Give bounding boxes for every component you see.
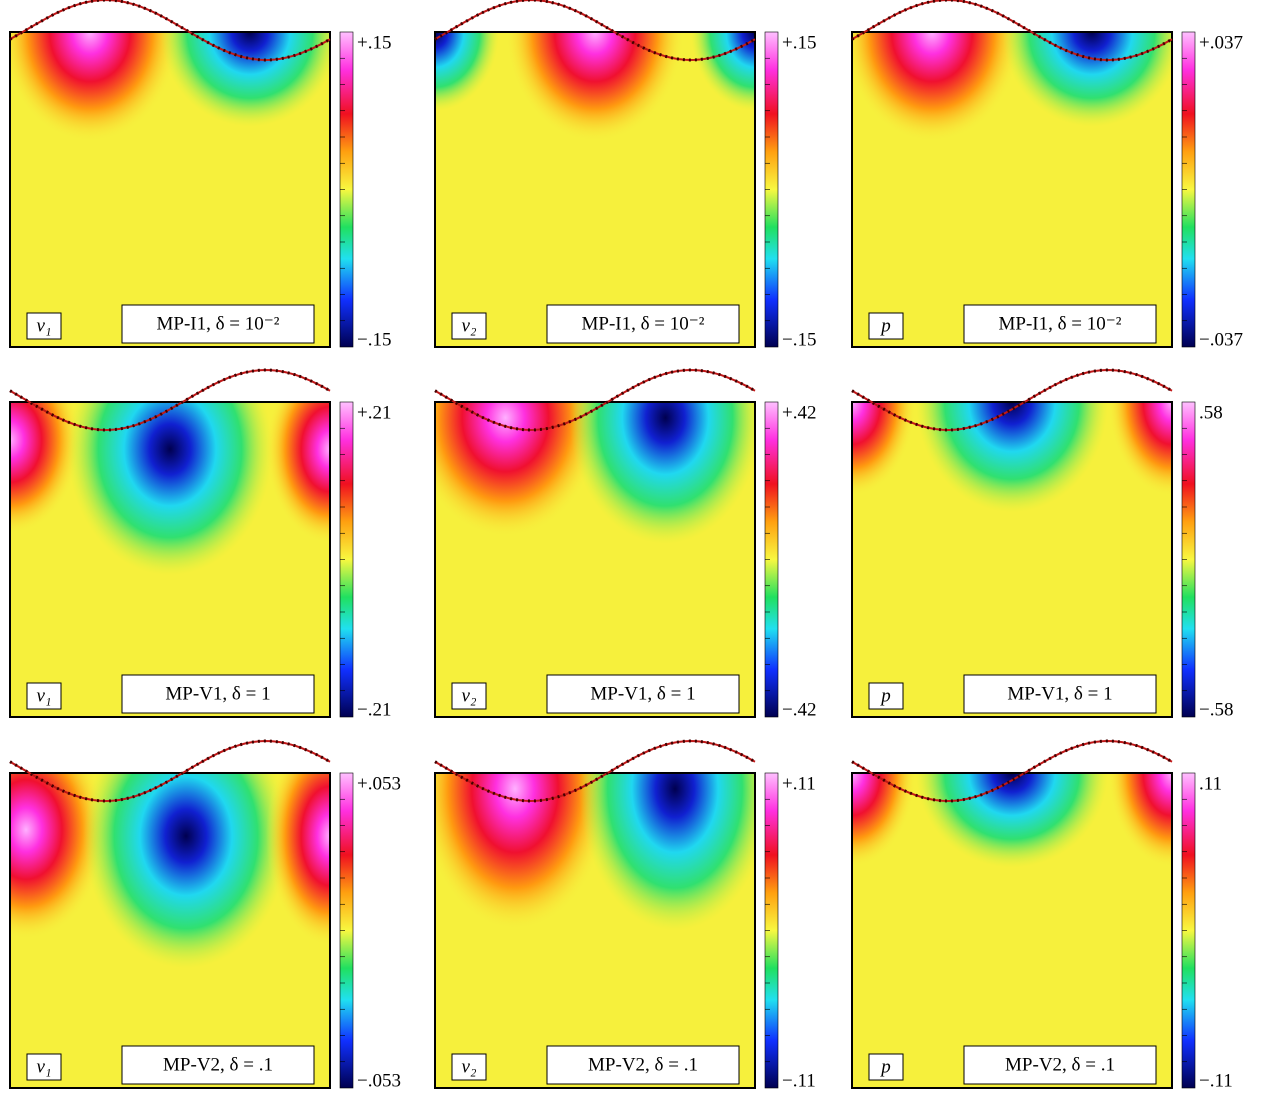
colorbar-max-label: +.42 bbox=[782, 402, 816, 423]
field-label: v₂ bbox=[461, 685, 476, 706]
field bbox=[842, 0, 1181, 347]
field bbox=[409, 292, 761, 717]
field-label: p bbox=[879, 315, 891, 336]
colorbar-min-label: −.037 bbox=[1199, 329, 1243, 350]
colorbar-max-label: +.15 bbox=[357, 32, 391, 53]
field-label: v₂ bbox=[461, 315, 476, 336]
figure: v₁ MP-I1, δ = 10⁻² +.15 −.15 v₂ MP-I1, δ = 10… bbox=[0, 0, 1278, 1105]
method-label: MP-V1, δ = 1 bbox=[590, 683, 695, 704]
colorbar-max-label: +.11 bbox=[782, 773, 816, 794]
panel: v₂ MP-I1, δ = 10⁻² +.15 −.15 bbox=[371, 0, 819, 350]
field bbox=[788, 292, 1236, 717]
colorbar-min-label: −.11 bbox=[1199, 1070, 1233, 1091]
field-label: v₂ bbox=[461, 1056, 476, 1077]
colorbar-min-label: −.42 bbox=[782, 699, 816, 720]
colorbar-min-label: −.11 bbox=[782, 1070, 816, 1091]
colorbar-max-label: +.15 bbox=[782, 32, 816, 53]
field bbox=[788, 679, 1236, 1089]
field-label: p bbox=[879, 1056, 891, 1077]
method-label: MP-I1, δ = 10⁻² bbox=[156, 313, 279, 334]
method-label: MP-I1, δ = 10⁻² bbox=[581, 313, 704, 334]
colorbar-max-label: .11 bbox=[1199, 773, 1222, 794]
field-lobe bbox=[84, 704, 289, 969]
colorbar-min-label: −.15 bbox=[782, 329, 816, 350]
method-label: MP-V1, δ = 1 bbox=[165, 683, 270, 704]
panel: p MP-I1, δ = 10⁻² +.037 −.037 bbox=[842, 0, 1243, 350]
method-label: MP-I1, δ = 10⁻² bbox=[998, 313, 1121, 334]
panel: v₁ MP-V1, δ = 1 +.21 −.21 bbox=[0, 323, 394, 720]
colorbar-min-label: −.21 bbox=[357, 699, 391, 720]
method-label: MP-V2, δ = .1 bbox=[1005, 1054, 1115, 1075]
panel: v₁ MP-I1, δ = 10⁻² +.15 −.15 bbox=[0, 0, 391, 350]
colorbar-max-label: +.053 bbox=[357, 773, 401, 794]
panel: v₂ MP-V1, δ = 1 +.42 −.42 bbox=[409, 292, 816, 721]
field bbox=[371, 0, 819, 347]
method-label: MP-V2, δ = .1 bbox=[588, 1054, 698, 1075]
field bbox=[0, 704, 394, 1088]
field-lobe bbox=[68, 323, 273, 575]
field-label: v₁ bbox=[36, 315, 51, 336]
panel: p MP-V2, δ = .1 .11 −.11 bbox=[788, 679, 1236, 1092]
colorbar-min-label: −.58 bbox=[1199, 699, 1233, 720]
method-label: MP-V1, δ = 1 bbox=[1007, 683, 1112, 704]
field-label: v₁ bbox=[36, 685, 51, 706]
colorbar-min-label: −.053 bbox=[357, 1070, 401, 1091]
colorbar-max-label: .58 bbox=[1199, 402, 1223, 423]
field-label: p bbox=[879, 685, 891, 706]
field bbox=[0, 323, 394, 717]
panel: v₁ MP-V2, δ = .1 +.053 −.053 bbox=[0, 704, 401, 1092]
colorbar-max-label: +.037 bbox=[1199, 32, 1243, 53]
field bbox=[0, 0, 339, 347]
panel: p MP-V1, δ = 1 .58 −.58 bbox=[788, 292, 1236, 721]
method-label: MP-V2, δ = .1 bbox=[163, 1054, 273, 1075]
field-label: v₁ bbox=[36, 1056, 51, 1077]
colorbar-min-label: −.15 bbox=[357, 329, 391, 350]
colorbar-max-label: +.21 bbox=[357, 402, 391, 423]
